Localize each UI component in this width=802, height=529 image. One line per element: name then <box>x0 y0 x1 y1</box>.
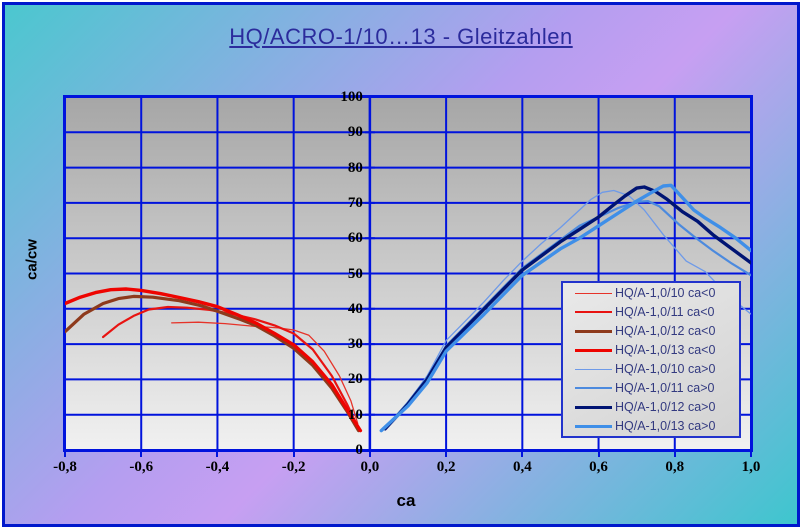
legend-box: HQ/A-1,0/10 ca<0 HQ/A-1,0/11 ca<0 HQ/A-1,0… <box>561 281 741 438</box>
x-tick-label: -0,8 <box>53 459 77 475</box>
x-axis-tick <box>521 450 524 457</box>
x-axis-title: ca <box>396 491 416 510</box>
y-tick-label: 100 <box>340 89 363 105</box>
legend-label: HQ/A-1,0/11 ca>0 <box>615 381 715 395</box>
series-line-hq-a-1-0-12-ca-0 <box>65 294 361 433</box>
y-tick-label: 10 <box>347 406 363 423</box>
x-tick-label: 1,0 <box>741 459 761 475</box>
legend-item: HQ/A-1,0/11 ca>0 <box>563 379 739 397</box>
legend-line-sample <box>575 387 612 389</box>
y-tick-label: 60 <box>347 230 363 247</box>
x-axis-tick <box>445 450 448 457</box>
series-line-hq-a-1-0-10-ca-0 <box>388 189 751 426</box>
legend-line-sample <box>575 424 612 428</box>
y-tick-label: 90 <box>347 124 363 141</box>
legend-line-sample <box>575 405 612 409</box>
x-tick-label: 0,8 <box>665 459 685 475</box>
plot-area <box>63 95 753 452</box>
series-line-hq-a-1-0-13-ca-0 <box>379 183 751 433</box>
legend-label: HQ/A-1,0/12 ca<0 <box>615 324 716 338</box>
x-axis-tick <box>750 450 752 457</box>
x-tick-label: -0,2 <box>281 459 306 475</box>
y-tick-label: 30 <box>347 336 363 353</box>
x-axis-tick <box>292 450 295 457</box>
x-tick-label: 0,6 <box>589 459 608 475</box>
series-line-hq-a-1-0-13-ca-0 <box>65 287 363 433</box>
y-tick-label: 70 <box>347 194 363 211</box>
y-tick-label: 40 <box>347 300 363 317</box>
x-tick-label: 0,0 <box>360 459 380 475</box>
legend-item: HQ/A-1,0/11 ca<0 <box>563 303 739 321</box>
legend-label: HQ/A-1,0/10 ca<0 <box>615 286 716 300</box>
legend-item: HQ/A-1,0/10 ca<0 <box>563 284 739 302</box>
legend-item: HQ/A-1,0/13 ca<0 <box>563 341 739 359</box>
x-axis-tick <box>64 450 66 457</box>
x-axis-tick <box>140 450 143 457</box>
legend-line-sample <box>575 348 612 352</box>
y-tick-label: 80 <box>347 159 363 176</box>
legend-line-sample <box>575 311 612 313</box>
legend-label: HQ/A-1,0/11 ca<0 <box>615 305 715 319</box>
legend-item: HQ/A-1,0/10 ca>0 <box>563 360 739 378</box>
x-axis-tick <box>216 450 219 457</box>
legend-item: HQ/A-1,0/12 ca>0 <box>563 398 739 416</box>
chart-title: HQ/ACRO-1/10…13 - Gleitzahlen <box>229 24 573 49</box>
x-axis-tick <box>368 450 371 457</box>
legend-label: HQ/A-1,0/10 ca>0 <box>615 362 716 376</box>
legend-item: HQ/A-1,0/12 ca<0 <box>563 322 739 340</box>
x-axis-tick <box>597 450 600 457</box>
legend-line-sample <box>575 329 612 333</box>
y-axis-title: ca/cw <box>23 239 41 280</box>
series-line-hq-a-1-0-12-ca-0 <box>383 185 751 431</box>
series-line-hq-a-1-0-10-ca-0 <box>171 321 359 425</box>
legend-item: HQ/A-1,0/13 ca>0 <box>563 417 739 435</box>
y-tick-label: 0 <box>355 442 363 458</box>
x-tick-label: -0,4 <box>205 459 230 475</box>
legend-label: HQ/A-1,0/12 ca>0 <box>615 400 716 414</box>
x-tick-label: 0,2 <box>436 459 456 475</box>
y-tick-label: 50 <box>347 265 363 282</box>
x-tick-label: -0,6 <box>129 459 154 475</box>
y-tick-label: 20 <box>347 371 363 388</box>
legend-label: HQ/A-1,0/13 ca>0 <box>615 419 716 433</box>
x-tick-label: 0,4 <box>512 459 532 475</box>
legend-label: HQ/A-1,0/13 ca<0 <box>615 343 716 357</box>
x-axis-tick <box>673 450 676 457</box>
legend-line-sample <box>575 368 612 370</box>
legend-line-sample <box>575 292 612 294</box>
